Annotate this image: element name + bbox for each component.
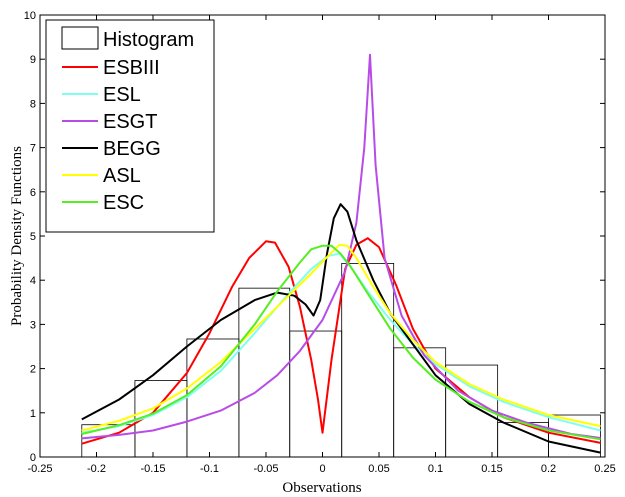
series-line-begg <box>81 203 601 454</box>
y-tick-label: 5 <box>30 231 36 243</box>
legend-label-esl: ESL <box>103 84 141 106</box>
x-tick-label: 0.25 <box>594 463 615 475</box>
x-tick-label: 0 <box>319 463 325 475</box>
x-tick-label: 0.2 <box>541 463 556 475</box>
legend-label-esgt: ESGT <box>103 111 157 133</box>
series-lines <box>81 53 601 454</box>
legend-label-esbiii: ESBIII <box>103 57 160 79</box>
x-tick-label: -0.05 <box>253 463 278 475</box>
legend-label-histogram: Histogram <box>103 29 194 51</box>
series-line-asl <box>81 243 601 432</box>
legend-box <box>45 19 215 233</box>
legend-label-begg: BEGG <box>103 138 161 160</box>
x-tick-label: 0.1 <box>428 463 443 475</box>
x-tick-label: 0.05 <box>368 463 389 475</box>
x-tick-label: -0.15 <box>140 463 165 475</box>
x-axis-label: Observations <box>282 480 361 496</box>
y-tick-label: 8 <box>30 98 36 110</box>
y-tick-label: 3 <box>30 319 36 331</box>
legend: Histogram ESBIII ESL ESGT BEGG ASL ESC <box>45 19 215 233</box>
legend-label-asl: ASL <box>103 165 141 187</box>
y-tick-label: 7 <box>30 143 36 155</box>
y-axis-label: Probability Density Functions <box>9 146 25 326</box>
series-line-esgt <box>81 53 601 440</box>
series-line-esc <box>81 244 601 441</box>
x-tick-label: -0.25 <box>27 463 52 475</box>
y-tick-label: 9 <box>30 54 36 66</box>
legend-histogram-swatch <box>61 26 99 50</box>
x-tick-label: 0.15 <box>481 463 502 475</box>
legend-label-esc: ESC <box>103 192 144 214</box>
x-tick-label: -0.2 <box>87 463 106 475</box>
y-tick-label: 6 <box>30 187 36 199</box>
legend-series-items: ESBIII ESL ESGT BEGG ASL ESC <box>62 57 161 214</box>
y-tick-label: 0 <box>30 452 36 464</box>
x-tick-label: -0.1 <box>200 463 219 475</box>
y-tick-label: 4 <box>30 275 36 287</box>
y-tick-label: 2 <box>30 364 36 376</box>
y-tick-label: 1 <box>30 408 36 420</box>
y-tick-label: 10 <box>24 10 36 22</box>
axis-ticks: -0.25 -0.2 -0.15 -0.1 -0.05 0 0.05 0.1 0.15 0.2 0.… <box>24 10 616 475</box>
